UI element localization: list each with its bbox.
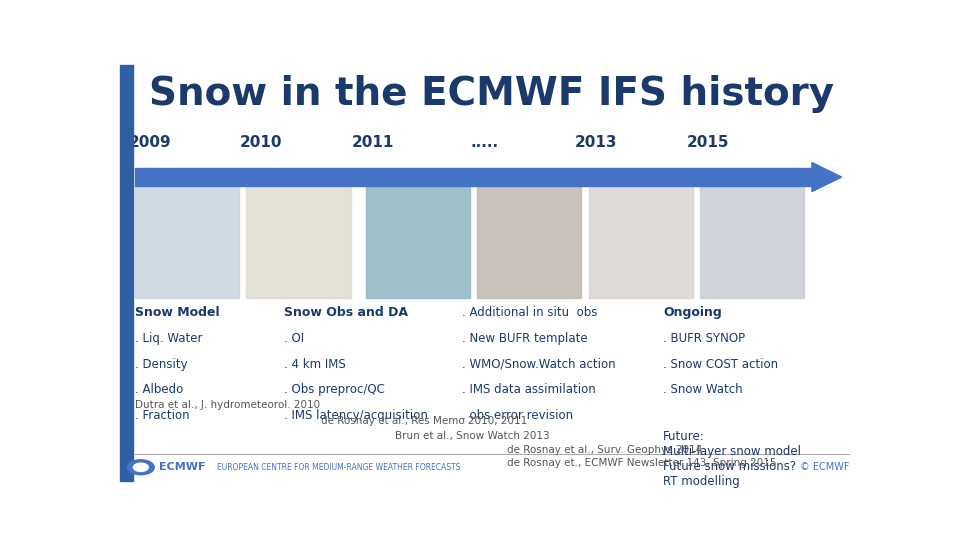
Text: EUROPEAN CENTRE FOR MEDIUM-RANGE WEATHER FORECASTS: EUROPEAN CENTRE FOR MEDIUM-RANGE WEATHER…: [217, 463, 460, 472]
Bar: [477, 185, 581, 298]
Text: Snow Obs and DA: Snow Obs and DA: [284, 306, 408, 319]
Bar: [247, 185, 350, 298]
Text: . OI: . OI: [284, 332, 303, 345]
Text: 2010: 2010: [240, 135, 282, 150]
Text: . Liq. Water: . Liq. Water: [134, 332, 203, 345]
Circle shape: [133, 463, 148, 471]
Text: Ongoing: Ongoing: [663, 306, 722, 319]
Text: Future:
Multi-layer snow model
Future snow missions?
RT modelling: Future: Multi-layer snow model Future sn…: [663, 430, 801, 488]
Text: 2013: 2013: [575, 135, 617, 150]
Text: . 4 km IMS: . 4 km IMS: [284, 357, 346, 370]
Bar: [134, 168, 812, 186]
Text: . Obs preproc/QC: . Obs preproc/QC: [284, 383, 385, 396]
Text: . WMO/Snow.Watch action: . WMO/Snow.Watch action: [463, 357, 616, 370]
Text: . Albedo: . Albedo: [134, 383, 183, 396]
Text: . BUFR SYNOP: . BUFR SYNOP: [663, 332, 745, 345]
Text: . IMS data assimilation: . IMS data assimilation: [463, 383, 596, 396]
Text: . Fraction: . Fraction: [134, 409, 189, 422]
Text: 2015: 2015: [686, 135, 729, 150]
Text: de Rosnay et al., Surv. Geophys 2014: de Rosnay et al., Surv. Geophys 2014: [507, 446, 702, 455]
Text: .....: .....: [470, 135, 498, 150]
Text: Dutra et al., J. hydrometeorol. 2010: Dutra et al., J. hydrometeorol. 2010: [134, 400, 320, 409]
Bar: [588, 185, 693, 298]
Text: 2011: 2011: [351, 135, 395, 150]
Text: . IMS latency/acquisition: . IMS latency/acquisition: [284, 409, 427, 422]
Text: de Rosnay et al., Res Memo 2010, 2011: de Rosnay et al., Res Memo 2010, 2011: [321, 416, 527, 426]
Text: de Rosnay et., ECMWF Newsletter 143, Spring 2015: de Rosnay et., ECMWF Newsletter 143, Spr…: [507, 458, 777, 468]
Text: © ECMWF: © ECMWF: [800, 462, 849, 472]
Bar: [134, 185, 239, 298]
Text: . Snow COST action: . Snow COST action: [663, 357, 779, 370]
Text: Snow Model: Snow Model: [134, 306, 220, 319]
Circle shape: [128, 460, 155, 475]
Text: . Density: . Density: [134, 357, 187, 370]
Text: Snow in the ECMWF IFS history: Snow in the ECMWF IFS history: [150, 75, 834, 113]
FancyArrow shape: [812, 163, 842, 192]
Text: . Additional in situ  obs: . Additional in situ obs: [463, 306, 598, 319]
Text: . obs error revision: . obs error revision: [463, 409, 573, 422]
Text: . New BUFR template: . New BUFR template: [463, 332, 588, 345]
Bar: [701, 185, 804, 298]
Bar: [366, 185, 469, 298]
Text: ECMWF: ECMWF: [158, 462, 205, 472]
Bar: [120, 65, 133, 481]
Text: 2009: 2009: [129, 135, 171, 150]
Text: . Snow Watch: . Snow Watch: [663, 383, 743, 396]
Text: Brun et al., Snow Watch 2013: Brun et al., Snow Watch 2013: [396, 431, 550, 441]
